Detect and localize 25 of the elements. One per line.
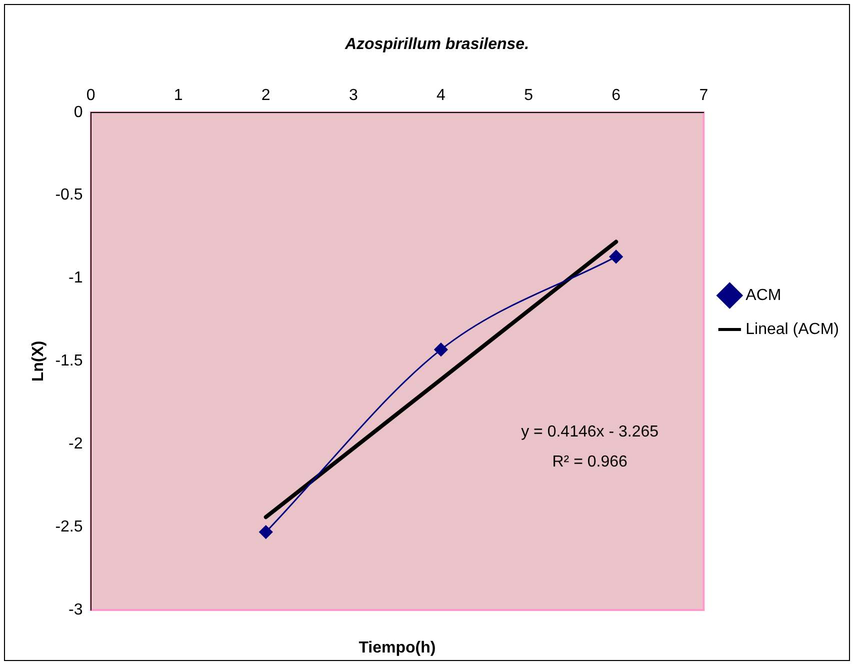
y-tick-label: -3 <box>68 601 83 618</box>
y-tick-label: 0 <box>74 104 83 121</box>
y-axis-title: Ln(X) <box>30 340 48 382</box>
legend-label: ACM <box>746 286 782 304</box>
point <box>609 250 623 264</box>
x-tick-label: 1 <box>174 87 183 104</box>
x-tick-label: 3 <box>348 87 358 104</box>
annotation: R² = 0.966 <box>552 454 628 471</box>
x-tick-label: 4 <box>436 87 446 104</box>
x-tick-label: 5 <box>524 87 534 104</box>
legend-label: Lineal (ACM) <box>746 320 839 338</box>
x-tick-label: 2 <box>261 87 270 104</box>
point <box>259 525 273 539</box>
x-tick-label: 0 <box>86 87 96 104</box>
y-tick-label: -1 <box>68 270 83 287</box>
y-tick-label: -1.5 <box>55 352 83 370</box>
x-tick-label: 7 <box>699 87 708 104</box>
point <box>434 342 448 356</box>
x-axis-title: Tiempo(h) <box>358 639 436 656</box>
annotation: y = 0.4146x - 3.265 <box>521 424 659 441</box>
x-tick-label: 6 <box>612 87 621 104</box>
y-tick-label: -2 <box>68 436 83 453</box>
chart-title: Azospirillum brasilense. <box>344 36 530 54</box>
y-tick-label: -2.5 <box>55 518 83 536</box>
y-tick-label: -0.5 <box>55 186 83 204</box>
